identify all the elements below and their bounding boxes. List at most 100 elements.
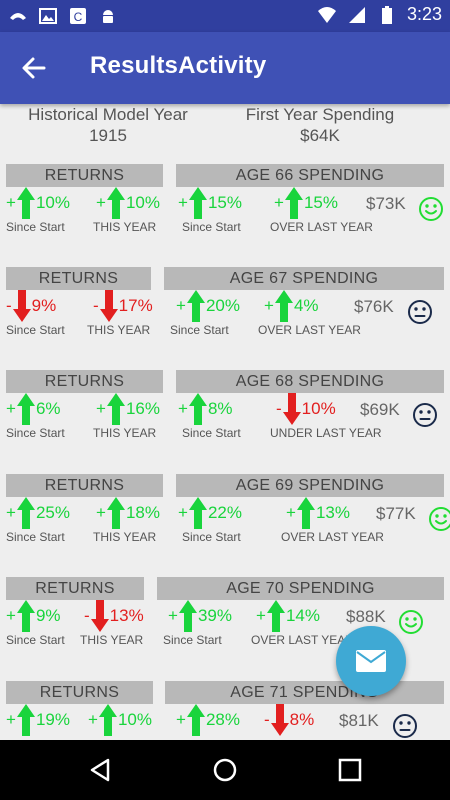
year-block: RETURNS AGE 66 SPENDING +10% Since Start +10… [0,164,450,259]
return-stat: +16% [96,393,160,425]
stat-value: 22% [207,503,242,522]
return-stat: -8% [264,704,315,736]
smile-icon [418,196,444,222]
neutral-face-icon [392,713,418,739]
stat-caption: THIS YEAR [80,633,144,647]
stat-sign: + [286,503,296,522]
stat-value: 10% [117,710,152,729]
up-arrow-icon [106,393,125,425]
home-circle-icon[interactable] [212,757,238,783]
stat-sign: + [178,399,188,418]
return-stat: +13% [286,497,350,529]
stat-caption: Since Start [6,220,65,234]
stat-value: 4% [293,296,319,315]
down-arrow-icon [90,600,109,632]
stat-value: 28% [205,710,240,729]
return-stat: +10% [6,187,70,219]
stat-value: 18% [125,503,160,522]
age-spending-header: AGE 66 SPENDING [176,164,444,187]
up-arrow-icon [186,290,205,322]
spending-amount: $88K [346,607,386,626]
wifi-icon [317,6,336,23]
age-spending-header: AGE 71 SPENDING [165,681,444,704]
spending-amount: $77K [376,504,416,523]
stat-value: 39% [197,606,232,625]
stat-sign: + [96,503,106,522]
return-stat: +28% [176,704,240,736]
return-stat: +6% [6,393,61,425]
smile-icon [398,609,424,635]
stat-caption: THIS YEAR [93,530,157,544]
returns-header: RETURNS [6,474,163,497]
stat-value: 19% [35,710,70,729]
stat-sign: + [264,296,274,315]
returns-header: RETURNS [6,577,144,600]
up-arrow-icon [178,600,197,632]
signal-icon [348,6,365,23]
up-arrow-icon [106,497,125,529]
android-debug-icon [103,10,113,23]
stat-sign: + [88,710,98,729]
back-arrow-icon[interactable] [16,50,52,86]
return-stat: -9% [6,290,57,322]
stat-value: 8% [289,710,315,729]
stat-value: 10% [35,193,70,212]
results-list[interactable]: Historical Model Year 1915 First Year Sp… [0,104,450,740]
returns-header: RETURNS [6,267,151,290]
return-stat: +9% [6,600,61,632]
stat-caption: OVER LAST YEAR [258,323,361,337]
up-arrow-icon [16,187,35,219]
return-stat: +18% [96,497,160,529]
stat-sign: + [96,399,106,418]
up-arrow-icon [16,497,35,529]
year-block: RETURNS AGE 67 SPENDING -9% Since Start -17%… [0,267,450,362]
email-fab-button[interactable] [336,626,406,696]
stat-caption: Since Start [6,323,65,337]
recents-square-icon[interactable] [337,757,363,783]
up-arrow-icon [188,187,207,219]
stat-value: 9% [31,296,57,315]
stat-sign: - [93,296,99,315]
stat-sign: + [6,193,16,212]
neutral-face-icon [407,299,433,325]
up-arrow-icon [16,393,35,425]
return-stat: +8% [178,393,233,425]
smile-icon [428,506,450,532]
first-year-spending-label: First Year Spending [245,105,395,124]
stat-sign: - [264,710,270,729]
return-stat: +22% [178,497,242,529]
age-spending-header: AGE 67 SPENDING [164,267,444,290]
stat-value: 25% [35,503,70,522]
return-stat: -17% [93,290,153,322]
down-arrow-icon [99,290,118,322]
stat-sign: + [96,193,106,212]
call-icon [10,13,26,20]
age-spending-header: AGE 68 SPENDING [176,370,444,393]
up-arrow-icon [266,600,285,632]
year-block: RETURNS AGE 68 SPENDING +6% Since Start +16%… [0,370,450,465]
age-spending-header: AGE 69 SPENDING [176,474,444,497]
stat-value: 10% [125,193,160,212]
up-arrow-icon [188,393,207,425]
stat-caption: OVER LAST YEAR [270,220,373,234]
return-stat: -10% [276,393,336,425]
stat-caption: OVER LAST YEAR [251,633,354,647]
spending-amount: $76K [354,297,394,316]
stat-caption: UNDER LAST YEAR [270,426,382,440]
back-triangle-icon[interactable] [88,757,114,783]
navigation-bar [0,740,450,800]
up-arrow-icon [284,187,303,219]
stat-value: 10% [301,399,336,418]
return-stat: +10% [88,704,152,736]
stat-sign: + [6,399,16,418]
neutral-face-icon [412,402,438,428]
return-stat: +4% [264,290,319,322]
stat-sign: + [6,606,16,625]
page-title: ResultsActivity [90,52,267,79]
app-notification-icon: C [70,8,86,24]
down-arrow-icon [270,704,289,736]
stat-caption: Since Start [182,530,241,544]
stat-value: 6% [35,399,61,418]
stat-value: 9% [35,606,61,625]
year-block: RETURNS AGE 69 SPENDING +25% Since Start +18… [0,474,450,569]
